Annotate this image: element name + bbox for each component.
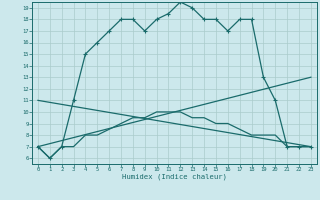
X-axis label: Humidex (Indice chaleur): Humidex (Indice chaleur)	[122, 174, 227, 180]
